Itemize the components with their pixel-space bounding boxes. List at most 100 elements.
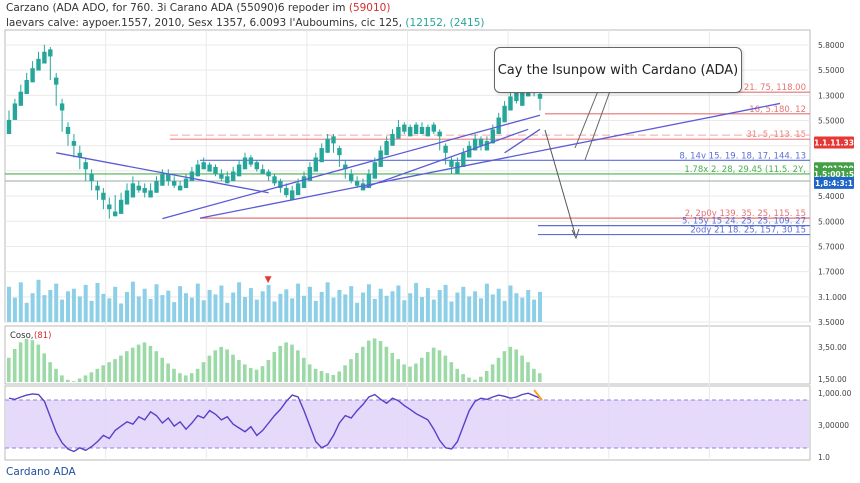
candle-body[interactable] xyxy=(337,148,342,156)
candle-body[interactable] xyxy=(195,164,200,177)
candle-body[interactable] xyxy=(95,185,100,191)
candle-body[interactable] xyxy=(71,141,77,146)
candle-body[interactable] xyxy=(266,171,271,177)
candle-body[interactable] xyxy=(130,183,136,198)
long-trendline[interactable] xyxy=(199,102,781,219)
candle-body[interactable] xyxy=(408,126,413,137)
candle-body[interactable] xyxy=(449,159,454,167)
candle-body[interactable] xyxy=(437,131,442,137)
candle-body[interactable] xyxy=(467,145,472,158)
candle-body[interactable] xyxy=(207,164,212,172)
candle-body[interactable] xyxy=(431,124,436,132)
candle-body[interactable] xyxy=(295,183,301,196)
candle-body[interactable] xyxy=(502,105,507,123)
candle-body[interactable] xyxy=(148,190,153,198)
candle-body[interactable] xyxy=(118,199,124,214)
candle-body[interactable] xyxy=(142,188,147,193)
candle-body[interactable] xyxy=(124,190,130,205)
candle-body[interactable] xyxy=(83,162,88,170)
candle-body[interactable] xyxy=(514,91,519,102)
candle-body[interactable] xyxy=(360,183,366,191)
trendline[interactable] xyxy=(56,152,269,194)
candle-body[interactable] xyxy=(331,136,336,144)
candle-body[interactable] xyxy=(384,141,389,156)
candle-body[interactable] xyxy=(183,178,189,189)
candle-body[interactable] xyxy=(455,162,460,174)
candle-body[interactable] xyxy=(396,126,401,139)
candle-body[interactable] xyxy=(366,173,372,189)
candle-body[interactable] xyxy=(77,152,82,158)
candle-body[interactable] xyxy=(319,148,324,163)
candle-body[interactable] xyxy=(24,79,29,95)
candle-body[interactable] xyxy=(18,91,23,106)
candle-body[interactable] xyxy=(484,141,490,151)
volume-bar xyxy=(136,296,141,322)
candle-body[interactable] xyxy=(136,185,141,191)
candle-body[interactable] xyxy=(101,192,106,200)
candle-body[interactable] xyxy=(472,138,478,151)
candle-body[interactable] xyxy=(154,181,159,193)
candle-body[interactable] xyxy=(325,138,330,153)
candle-body[interactable] xyxy=(413,124,419,134)
candle-body[interactable] xyxy=(307,166,313,181)
candle-body[interactable] xyxy=(419,126,425,134)
trendline[interactable] xyxy=(504,128,541,154)
candle-body[interactable] xyxy=(36,58,41,71)
candle-body[interactable] xyxy=(225,176,230,184)
candle-body[interactable] xyxy=(461,152,466,167)
candle-body[interactable] xyxy=(349,173,354,181)
candle-body[interactable] xyxy=(213,166,218,174)
candle-body[interactable] xyxy=(278,181,283,189)
candle-body[interactable] xyxy=(160,173,165,186)
candle-body[interactable] xyxy=(425,126,431,137)
candle-body[interactable] xyxy=(6,119,12,134)
trendline[interactable] xyxy=(362,128,529,189)
candle-body[interactable] xyxy=(30,68,35,83)
candle-body[interactable] xyxy=(520,91,525,106)
candle-body[interactable] xyxy=(236,164,242,177)
candle-body[interactable] xyxy=(177,185,183,191)
candle-body[interactable] xyxy=(343,164,348,170)
candle-body[interactable] xyxy=(231,171,236,181)
candle-body[interactable] xyxy=(402,124,407,132)
candle-body[interactable] xyxy=(313,157,318,172)
candle-body[interactable] xyxy=(65,126,71,134)
oscillator-bar xyxy=(7,357,11,382)
candle-body[interactable] xyxy=(372,162,377,179)
rsi-line[interactable] xyxy=(8,392,541,453)
candle-body[interactable] xyxy=(242,157,248,170)
candle-body[interactable] xyxy=(272,176,277,184)
candle-body[interactable] xyxy=(508,96,513,111)
candle-body[interactable] xyxy=(248,157,254,165)
candle-body[interactable] xyxy=(490,129,495,144)
candle-body[interactable] xyxy=(201,162,206,170)
candle-body[interactable] xyxy=(48,49,53,57)
candle-body[interactable] xyxy=(12,103,18,120)
candle-body[interactable] xyxy=(478,138,484,146)
candle-body[interactable] xyxy=(54,77,59,85)
candle-body[interactable] xyxy=(301,176,307,189)
candle-body[interactable] xyxy=(172,181,177,186)
candle-body[interactable] xyxy=(189,171,195,181)
volume-bar xyxy=(30,293,35,322)
candle-body[interactable] xyxy=(166,173,171,181)
candle-body[interactable] xyxy=(59,103,65,111)
candle-body[interactable] xyxy=(260,169,265,174)
candle-body[interactable] xyxy=(42,51,47,64)
candle-body[interactable] xyxy=(390,134,395,146)
candle-body[interactable] xyxy=(496,117,501,134)
candle-body[interactable] xyxy=(113,211,118,217)
candle-body[interactable] xyxy=(219,173,224,179)
candle-body[interactable] xyxy=(443,145,448,153)
candle-body[interactable] xyxy=(354,181,360,186)
trendline[interactable] xyxy=(162,114,541,220)
candle-body[interactable] xyxy=(107,204,112,210)
candle-body[interactable] xyxy=(89,173,94,181)
annotation-callout[interactable]: Cay the Isunpow with Cardano (ADA) xyxy=(494,47,742,93)
candle-body[interactable] xyxy=(284,188,289,196)
candle-body[interactable] xyxy=(254,162,259,170)
candle-body[interactable] xyxy=(537,94,543,99)
candle-body[interactable] xyxy=(290,190,295,200)
volume-bar xyxy=(48,290,53,322)
